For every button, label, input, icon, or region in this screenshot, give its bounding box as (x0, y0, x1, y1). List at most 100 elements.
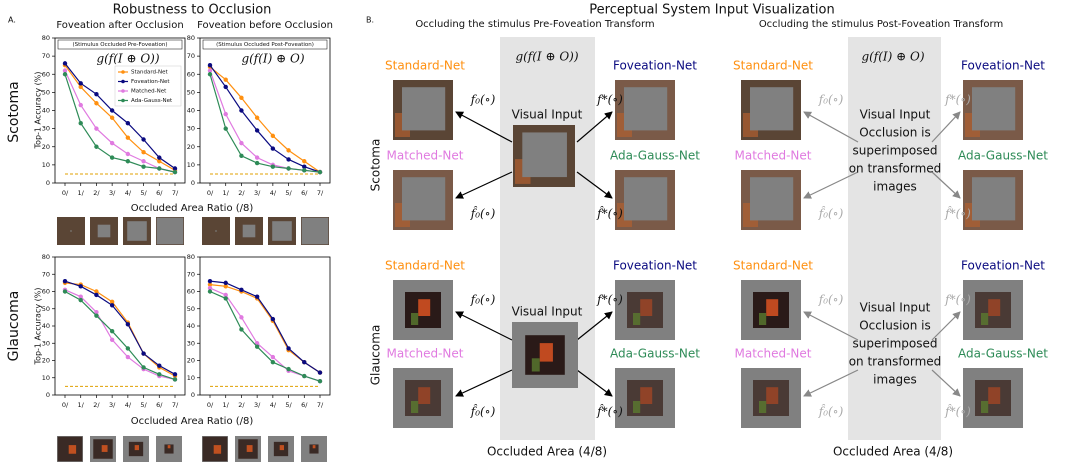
point (94, 293, 98, 297)
series-line (210, 288, 320, 381)
y-tick-label: 20 (187, 143, 195, 151)
y-tick-label: 70 (42, 52, 50, 60)
y-tick-label: 60 (42, 288, 50, 296)
net-label: Matched-Net (734, 347, 811, 361)
net-label: Standard-Net (385, 59, 465, 73)
point (110, 141, 114, 145)
center-text: on transformed (849, 162, 942, 176)
footer: Occluded Area (4/8) (487, 445, 607, 459)
y-tick-label: 70 (42, 270, 50, 278)
point (141, 159, 145, 163)
image-occluder (402, 177, 445, 220)
net-label: Standard-Net (385, 259, 465, 273)
image-flower (988, 299, 1000, 316)
point (110, 329, 114, 333)
y-tick-label: 40 (187, 107, 195, 115)
point (110, 108, 114, 112)
point (126, 135, 130, 139)
y-tick-label: 80 (42, 253, 50, 261)
x-tick-label: 3/ (109, 189, 116, 197)
image-flower (540, 343, 553, 361)
x-tick-label: 0/ (62, 401, 69, 409)
center-text: on transformed (849, 355, 942, 369)
point (126, 322, 130, 326)
point (302, 374, 306, 378)
image-occluder (972, 87, 1015, 130)
x-tick-label: 7/ (317, 401, 324, 409)
transform-label: f̂₀(∘) (818, 205, 844, 221)
y-tick-label: 10 (187, 161, 195, 169)
x-axis-label: Occluded Area Ratio (/8) (131, 203, 254, 214)
x-tick-label: 1/ (78, 189, 85, 197)
x-tick-label: 5/ (285, 189, 292, 197)
y-tick-label: 70 (187, 52, 195, 60)
point (302, 159, 306, 163)
image-leaf (633, 313, 640, 325)
net-label: Ada-Gauss-Net (958, 149, 1048, 163)
point (318, 170, 322, 174)
point (255, 128, 259, 132)
point (173, 372, 177, 376)
point (302, 168, 306, 172)
figure: A. Robustness to Occlusion Foveation aft… (0, 0, 1065, 465)
center-text: Visual Input (512, 305, 583, 319)
y-tick-label: 60 (187, 70, 195, 78)
net-label: Ada-Gauss-Net (610, 347, 700, 361)
point (110, 116, 114, 120)
y-tick-label: 10 (42, 161, 50, 169)
point (224, 296, 228, 300)
point (157, 372, 161, 376)
x-tick-label: 3/ (254, 401, 261, 409)
x-tick-label: 0/ (62, 189, 69, 197)
x-tick-label: 5/ (285, 401, 292, 409)
point (157, 363, 161, 367)
point (79, 81, 83, 85)
row-label: Glaucoma (6, 291, 22, 362)
x-tick-label: 2/ (238, 401, 245, 409)
point (271, 355, 275, 359)
formula: g(f(I) ⊕ O) (861, 50, 924, 64)
column-title: Foveation after Occlusion (56, 20, 183, 31)
thumbnail-flower (135, 445, 139, 450)
thumbnail-occluder (243, 225, 256, 238)
x-tick-label: 0/ (207, 401, 214, 409)
point (224, 77, 228, 81)
point (239, 108, 243, 112)
section-title: Occluding the stimulus Pre-Foveation Tra… (415, 19, 654, 30)
image-occluder (750, 87, 793, 130)
x-tick-label: 5/ (140, 189, 147, 197)
row-label: Scotoma (369, 139, 383, 192)
legend-label: Standard-Net (131, 70, 169, 76)
point (126, 159, 130, 163)
series-line (210, 292, 320, 382)
center-text: Occlusion is (859, 126, 931, 140)
transform-label: f̂*(∘) (596, 403, 623, 419)
x-tick-label: 5/ (140, 401, 147, 409)
point (63, 61, 67, 65)
point (79, 284, 83, 288)
point (208, 63, 212, 67)
point (239, 327, 243, 331)
annotation: (Stimulus Occluded Post-Foveation) (216, 42, 314, 48)
transform-label: f₀(∘) (818, 93, 844, 107)
annotation: (Stimulus Occluded Pre-Foveation) (72, 42, 167, 48)
point (173, 377, 177, 381)
plot-frame (200, 257, 330, 395)
thumbnail-occluder (70, 230, 71, 231)
y-tick-label: 40 (42, 107, 50, 115)
point (255, 155, 259, 159)
center-text: Visual Input (860, 301, 931, 315)
thumbnail-occluder (98, 225, 111, 238)
point (208, 279, 212, 283)
x-tick-label: 4/ (125, 189, 132, 197)
image-occluder (402, 87, 445, 130)
y-tick-label: 40 (187, 322, 195, 330)
thumbnail-occluder (157, 218, 184, 245)
point (224, 112, 228, 116)
net-label: Foveation-Net (961, 59, 1045, 73)
image-leaf (759, 401, 766, 413)
image-occluder (750, 177, 793, 220)
point (94, 313, 98, 317)
center-text: Visual Input (860, 108, 931, 122)
panel-label: A. (8, 16, 16, 25)
